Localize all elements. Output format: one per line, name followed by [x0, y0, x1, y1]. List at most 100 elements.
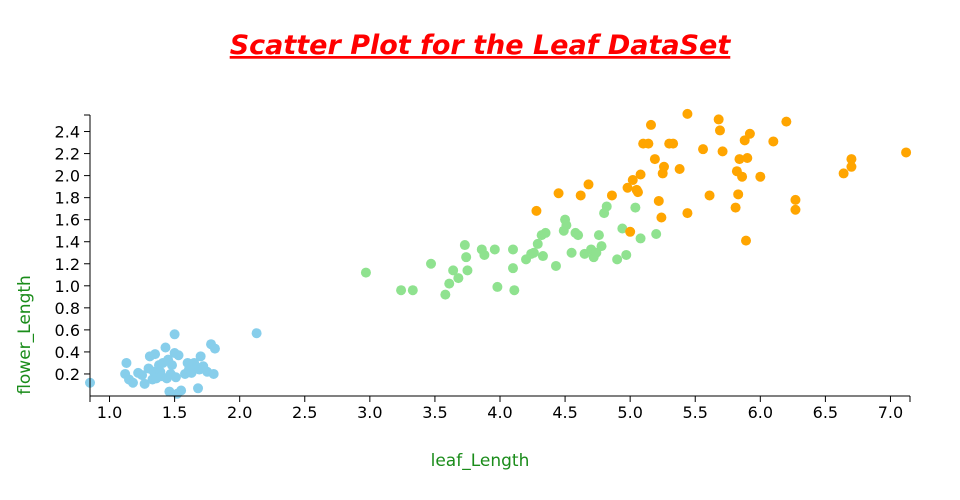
data-point: [553, 188, 564, 199]
data-point: [532, 238, 543, 249]
data-point: [643, 138, 654, 149]
data-point: [479, 249, 490, 260]
data-point: [741, 235, 751, 246]
data-point: [492, 281, 503, 292]
data-point: [713, 114, 724, 125]
data-point: [674, 163, 685, 174]
data-point: [606, 190, 617, 201]
data-point: [790, 204, 801, 215]
data-point: [645, 119, 656, 130]
data-point: [734, 154, 745, 165]
x-tick-label: 5.0: [617, 403, 642, 422]
data-point: [176, 385, 187, 396]
x-tick-label: 6.5: [813, 403, 838, 422]
data-point: [150, 349, 161, 360]
data-point: [901, 147, 912, 158]
data-point: [625, 226, 636, 237]
data-point: [617, 223, 628, 234]
chart-title: Scatter Plot for the Leaf DataSet: [230, 30, 732, 61]
data-point: [566, 247, 577, 258]
data-point: [682, 108, 693, 119]
data-point: [627, 175, 638, 186]
data-point: [653, 195, 664, 206]
data-point: [742, 152, 753, 163]
data-point: [596, 241, 607, 252]
data-point: [717, 146, 728, 157]
data-point: [651, 229, 662, 240]
data-point: [531, 205, 542, 216]
data-point: [170, 372, 181, 383]
y-axis: 0.2 0.4 0.6 0.8 1.0 1.2 1.4 1.6 1.8 2.0 2.2 2.4: [55, 114, 91, 396]
y-tick-label: 0.2: [55, 365, 80, 384]
series-2: [360, 201, 662, 300]
data-point: [528, 247, 539, 258]
x-tick-label: 4.5: [552, 403, 577, 422]
data-point: [209, 343, 220, 354]
data-point: [462, 265, 473, 276]
data-point: [575, 190, 586, 201]
data-point: [630, 202, 641, 213]
data-point: [737, 171, 748, 182]
data-point: [360, 267, 371, 278]
data-point: [714, 125, 725, 136]
data-point: [730, 202, 741, 213]
data-point: [461, 252, 472, 263]
data-point: [649, 154, 660, 165]
x-tick-label: 7.0: [878, 403, 903, 422]
data-point: [459, 240, 470, 251]
data-point: [790, 194, 801, 205]
x-tick-label: 2.0: [227, 403, 252, 422]
data-point: [537, 251, 548, 262]
data-point: [846, 154, 857, 165]
x-axis-label: leaf_Length: [431, 451, 530, 471]
data-point: [426, 258, 437, 269]
data-point: [622, 182, 633, 193]
data-point: [509, 285, 520, 296]
data-point: [612, 254, 623, 265]
data-point: [656, 212, 667, 223]
data-point: [744, 128, 755, 139]
data-point: [453, 273, 464, 284]
data-point: [448, 265, 459, 276]
data-point: [733, 189, 744, 200]
data-point: [583, 179, 594, 190]
data-point: [540, 227, 551, 238]
series-3: [531, 108, 912, 246]
data-point: [208, 368, 219, 379]
x-tick-label: 3.0: [357, 403, 382, 422]
series-1: [85, 328, 262, 399]
x-tick-label: 4.0: [487, 403, 512, 422]
data-point: [838, 168, 849, 179]
data-point: [698, 144, 709, 155]
data-point: [601, 201, 612, 212]
data-point: [659, 161, 669, 172]
x-tick-label: 2.5: [292, 403, 317, 422]
y-tick-label: 2.0: [55, 167, 80, 186]
x-tick-label: 6.0: [748, 403, 773, 422]
data-point: [251, 328, 262, 339]
data-point: [127, 377, 138, 388]
y-tick-label: 0.8: [55, 299, 80, 318]
data-point: [169, 329, 180, 340]
data-point: [635, 169, 646, 180]
data-point: [508, 263, 519, 274]
y-tick-label: 1.6: [55, 211, 80, 230]
data-point: [121, 357, 132, 368]
x-tick-label: 5.5: [683, 403, 708, 422]
x-tick-label: 1.0: [97, 403, 122, 422]
data-point: [768, 136, 779, 147]
y-tick-label: 1.4: [55, 233, 80, 252]
data-point: [550, 260, 561, 271]
data-point: [193, 383, 204, 394]
data-point: [682, 208, 693, 219]
data-point: [407, 285, 418, 296]
y-tick-label: 1.8: [55, 189, 80, 208]
data-point: [593, 230, 604, 241]
data-point: [755, 171, 766, 182]
data-point: [489, 244, 500, 255]
data-point: [668, 138, 679, 149]
data-point: [508, 244, 519, 255]
y-tick-label: 2.4: [55, 123, 80, 142]
data-point: [846, 161, 857, 172]
data-point: [635, 233, 646, 244]
